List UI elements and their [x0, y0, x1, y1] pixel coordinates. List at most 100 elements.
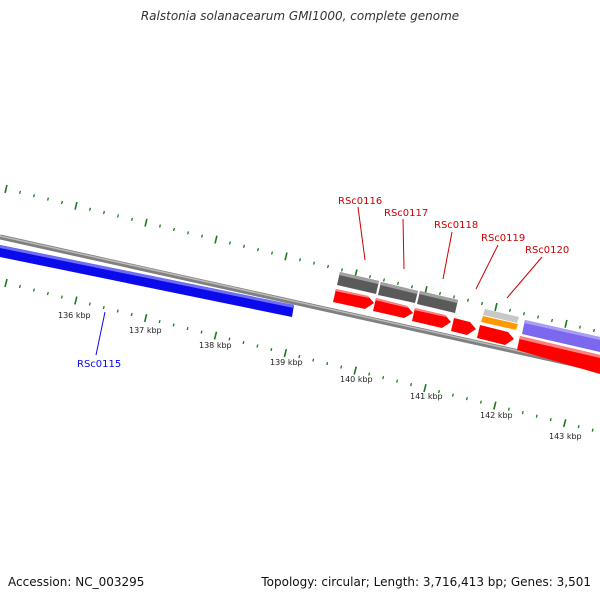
- minor-tick: [130, 217, 134, 221]
- genome-backbone: [0, 234, 600, 373]
- major-tick: [74, 201, 78, 210]
- tick-label: 138 kbp: [199, 341, 232, 350]
- minor-tick: [158, 224, 162, 228]
- leader-rsc0118: [442, 231, 453, 280]
- minor-tick: [410, 285, 414, 289]
- gene-rsc0118[interactable]: [412, 308, 451, 328]
- minor-tick: [270, 347, 273, 352]
- label-rsc0117[interactable]: RSc0117: [384, 208, 428, 219]
- minor-tick: [452, 295, 456, 299]
- gene-rsc0115-highlight: [0, 245, 294, 308]
- minor-tick: [88, 207, 92, 211]
- minor-tick: [32, 288, 35, 292]
- minor-tick: [312, 261, 316, 265]
- tick-labels: 136 kbp 137 kbp 138 kbp 139 kbp 140 kbp …: [58, 311, 582, 441]
- minor-tick: [116, 214, 120, 218]
- minor-tick: [396, 379, 399, 383]
- minor-tick: [480, 301, 484, 306]
- label-rsc0118[interactable]: RSc0118: [434, 220, 478, 231]
- gene-red-hl-1: [335, 289, 369, 298]
- leader-rsc0120: [506, 256, 543, 299]
- minor-tick: [591, 428, 594, 432]
- minor-tick: [298, 258, 302, 262]
- tick-label: 143 kbp: [549, 432, 582, 441]
- major-tick: [564, 319, 568, 328]
- small-gene-stack: [481, 309, 519, 330]
- minor-tick: [451, 393, 454, 397]
- minor-tick: [521, 411, 524, 415]
- major-tick: [562, 419, 567, 428]
- minor-tick: [242, 244, 246, 248]
- major-tick: [144, 218, 148, 227]
- minor-tick: [549, 418, 552, 422]
- minor-tick: [550, 318, 554, 323]
- minor-tick: [200, 330, 203, 334]
- minor-tick: [368, 275, 372, 279]
- minor-tick: [535, 414, 538, 418]
- dark-gene-row: [337, 272, 458, 313]
- gene-rsc0115-track[interactable]: [0, 245, 294, 317]
- tick-label: 136 kbp: [58, 311, 91, 320]
- major-tick: [423, 384, 427, 393]
- red-gene-row: [333, 289, 600, 374]
- major-tick: [353, 366, 357, 375]
- minor-tick: [102, 210, 106, 215]
- minor-tick: [60, 200, 64, 205]
- minor-tick: [88, 302, 91, 306]
- major-tick: [214, 235, 218, 244]
- tick-label: 142 kbp: [480, 411, 513, 420]
- label-rsc0116[interactable]: RSc0116: [338, 196, 382, 207]
- gene-red-long[interactable]: [517, 336, 600, 374]
- minor-tick: [507, 407, 510, 411]
- gene-labels: RSc0115 RSc0116 RSc0117 RSc0118 RSc0119 …: [77, 196, 569, 370]
- gene-red-hl-3: [414, 308, 446, 317]
- minor-tick: [396, 281, 400, 285]
- tick-label: 141 kbp: [410, 392, 443, 401]
- major-tick: [143, 314, 148, 323]
- map-title: Ralstonia solanacearum GMI1000, complete…: [140, 9, 460, 23]
- gene-rsc0117[interactable]: [373, 298, 413, 318]
- minor-tick: [437, 390, 441, 394]
- minor-tick: [368, 372, 371, 376]
- minor-tick: [466, 298, 470, 302]
- minor-tick: [326, 361, 329, 366]
- major-tick: [283, 349, 288, 358]
- minor-tick: [312, 358, 315, 362]
- gene-light[interactable]: [483, 309, 519, 323]
- label-rsc0115[interactable]: RSc0115: [77, 359, 121, 370]
- major-tick: [494, 302, 498, 312]
- inner-tick-ruler: [4, 278, 594, 432]
- tick-label: 137 kbp: [129, 326, 162, 335]
- minor-tick: [116, 309, 119, 313]
- minor-tick: [186, 231, 190, 235]
- gene-orange[interactable]: [481, 316, 518, 330]
- minor-tick: [60, 295, 63, 299]
- minor-tick: [18, 190, 22, 194]
- gene-dark-1[interactable]: [337, 272, 379, 294]
- minor-tick: [242, 340, 245, 345]
- gene-rsc0120[interactable]: [477, 325, 514, 345]
- gene-rsc0116[interactable]: [333, 289, 374, 309]
- minor-tick: [382, 278, 386, 282]
- gene-dark-2[interactable]: [378, 282, 418, 303]
- minor-tick: [382, 375, 385, 380]
- minor-tick: [228, 337, 231, 341]
- minor-tick: [438, 291, 442, 296]
- minor-tick: [465, 397, 468, 401]
- gene-purple[interactable]: [522, 320, 600, 352]
- label-rsc0120[interactable]: RSc0120: [525, 245, 569, 256]
- leader-rsc0115: [95, 311, 106, 356]
- label-rsc0119[interactable]: RSc0119: [481, 233, 525, 244]
- gene-dark-3[interactable]: [417, 291, 458, 313]
- gene-dark-2-hl: [380, 282, 418, 294]
- minor-tick: [172, 227, 176, 232]
- minor-tick: [326, 264, 330, 269]
- minor-tick: [536, 315, 540, 319]
- major-tick: [74, 296, 78, 305]
- minor-tick: [200, 234, 204, 238]
- minor-tick: [46, 197, 50, 201]
- minor-tick: [172, 323, 175, 327]
- gene-dark-1-hl: [339, 272, 379, 284]
- gene-rsc0119[interactable]: [451, 318, 476, 335]
- gene-label-leaders: [95, 206, 543, 356]
